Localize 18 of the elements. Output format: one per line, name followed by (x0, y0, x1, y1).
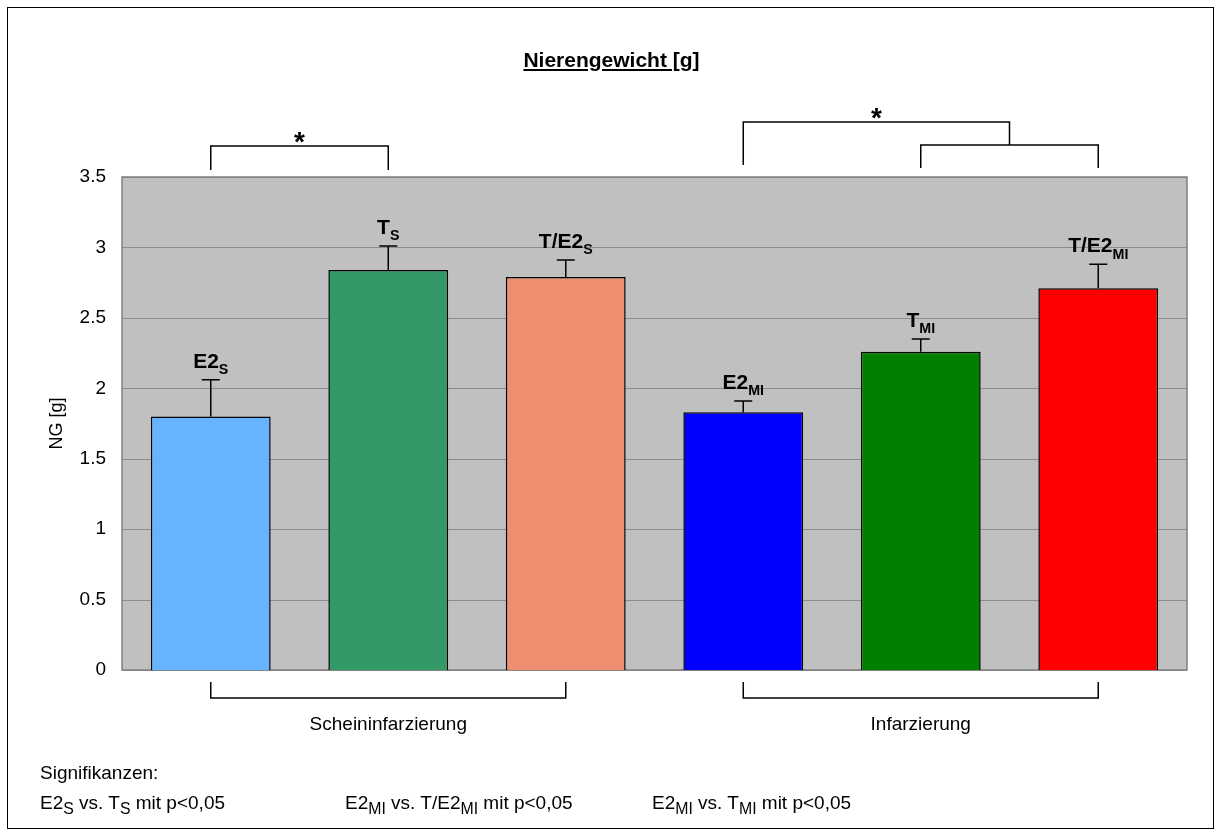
chart-title: Nierengewicht [g] (522, 48, 701, 72)
text: Scheininfarzierung (309, 713, 467, 734)
text: E2$_{MI}$ vs. T/E2$_{MI}$ mit p<0,05 (345, 792, 573, 818)
y-tick-label: 0 (95, 658, 107, 680)
y-axis-title: NG [g] (45, 397, 66, 450)
y-tick-label: 3.5 (79, 165, 107, 187)
text: * (294, 126, 306, 157)
y-tick-label: 2.5 (79, 306, 107, 328)
text: E2$_{MI}$ vs. T$_{MI}$ mit p<0,05 (652, 792, 852, 818)
text: Signifikanzen: (40, 762, 159, 784)
text: Infarzierung (870, 713, 971, 734)
y-tick-label: 0.5 (79, 587, 107, 609)
y-tick-label: 3 (95, 235, 107, 257)
text: * (870, 102, 882, 133)
y-tick-label: 2 (95, 376, 107, 398)
y-tick-label: 1.5 (79, 446, 107, 468)
y-tick-label: 1 (95, 517, 107, 539)
text: E2$_{S}$ vs. T$_{S}$ mit p<0,05 (40, 792, 226, 818)
